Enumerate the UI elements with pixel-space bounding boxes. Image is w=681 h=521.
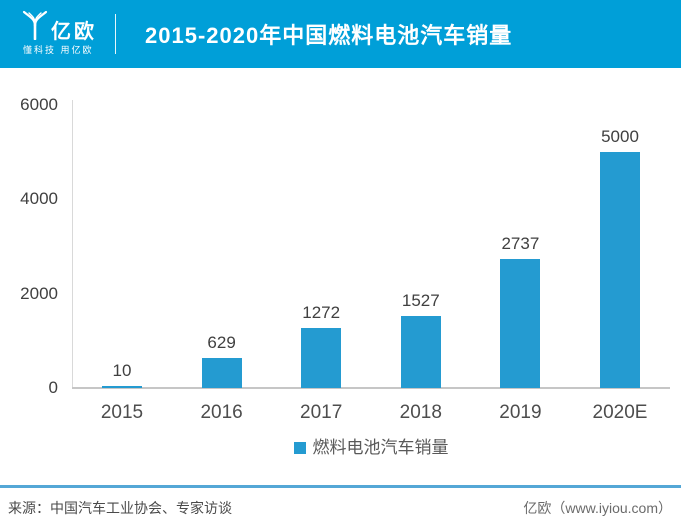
x-tick-label: 2016 — [200, 402, 243, 423]
footer-source-text: 来源：中国汽车工业协会、专家访谈 — [8, 500, 232, 516]
iyiou-logo-text: 亿欧 — [51, 21, 97, 43]
x-tick-label: 2018 — [399, 402, 442, 423]
bar-value-label: 1527 — [401, 291, 440, 310]
header-divider — [115, 14, 116, 54]
header-band: 亿欧 懂科技 用亿欧 2015-2020年中国燃料电池汽车销量 — [0, 0, 681, 68]
y-tick-label: 0 — [48, 378, 58, 397]
x-tick-label: 2019 — [499, 402, 542, 423]
x-tick-label: 2020E — [592, 402, 648, 423]
page-title: 2015-2020年中国燃料电池汽车销量 — [145, 23, 513, 48]
iyiou-logo-tagline: 懂科技 用亿欧 — [23, 45, 94, 55]
chart-legend: 燃料电池汽车销量 — [72, 439, 670, 456]
bar-value-label: 1272 — [302, 303, 341, 322]
bar-value-label: 5000 — [601, 127, 639, 146]
x-axis-line — [72, 387, 670, 389]
bar-value-label: 629 — [207, 333, 236, 352]
y-axis-line — [72, 100, 73, 388]
bar-2016 — [201, 358, 242, 388]
y-tick-label: 6000 — [20, 95, 58, 114]
footer-divider — [0, 485, 681, 488]
bar-2015 — [102, 386, 142, 388]
bar-2017 — [301, 328, 342, 388]
legend-swatch-icon — [293, 441, 306, 454]
bar-2020E — [600, 152, 640, 388]
y-tick-label: 4000 — [20, 189, 58, 209]
legend-label: 燃料电池汽车销量 — [312, 438, 449, 457]
bar-2018 — [400, 316, 441, 388]
bar-value-label: 2737 — [501, 234, 540, 253]
bar-value-label: 10 — [112, 361, 132, 380]
y-tick-label: 2000 — [20, 283, 58, 303]
iyiou-logo-icon — [22, 10, 48, 40]
footer-brand-text: 亿欧（www.iyiou.com） — [523, 500, 672, 516]
x-tick-label: 2017 — [300, 402, 343, 423]
bar-2019 — [500, 259, 541, 388]
x-tick-label: 2015 — [100, 402, 144, 423]
